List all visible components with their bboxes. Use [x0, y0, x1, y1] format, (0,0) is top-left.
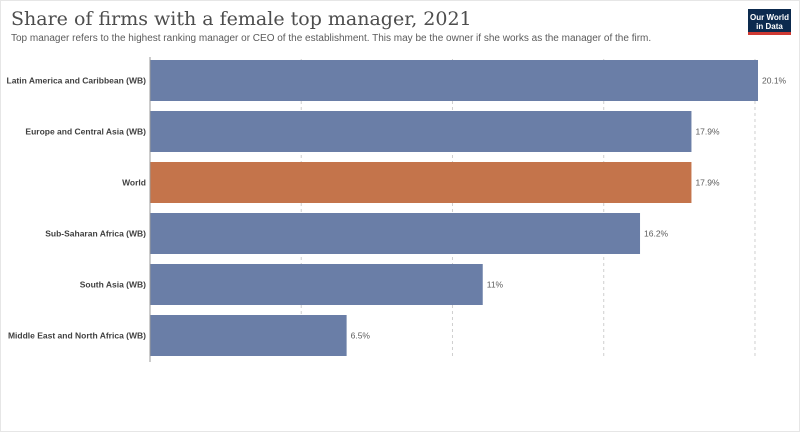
- gridlines: [300, 59, 756, 358]
- value-label: 20.1%: [762, 76, 787, 86]
- logo-line-1: Our World: [750, 13, 789, 22]
- bar[interactable]: [150, 60, 758, 101]
- bar[interactable]: [150, 162, 692, 203]
- category-label: Latin America and Caribbean (WB): [7, 76, 147, 86]
- value-label: 17.9%: [695, 178, 720, 188]
- bar[interactable]: [150, 315, 347, 356]
- bar[interactable]: [150, 213, 641, 254]
- value-label: 17.9%: [695, 127, 720, 137]
- value-label: 11%: [487, 280, 504, 290]
- category-label: South Asia (WB): [80, 280, 146, 290]
- category-label: Europe and Central Asia (WB): [25, 127, 146, 137]
- value-label: 6.5%: [351, 331, 371, 341]
- category-label: World: [122, 178, 146, 188]
- bar[interactable]: [150, 264, 483, 305]
- value-label: 16.2%: [644, 229, 669, 239]
- owid-logo[interactable]: Our World in Data: [748, 9, 791, 35]
- category-label: Middle East and North Africa (WB): [8, 331, 146, 341]
- category-label: Sub-Saharan Africa (WB): [45, 229, 146, 239]
- bars-group: Latin America and Caribbean (WB) 20.1% Eur…: [7, 60, 787, 356]
- chart-subtitle: Top manager refers to the highest rankin…: [11, 33, 652, 44]
- chart-title: Share of firms with a female top manager…: [11, 8, 472, 30]
- bar[interactable]: [150, 111, 692, 152]
- logo-line-2: in Data: [756, 22, 783, 31]
